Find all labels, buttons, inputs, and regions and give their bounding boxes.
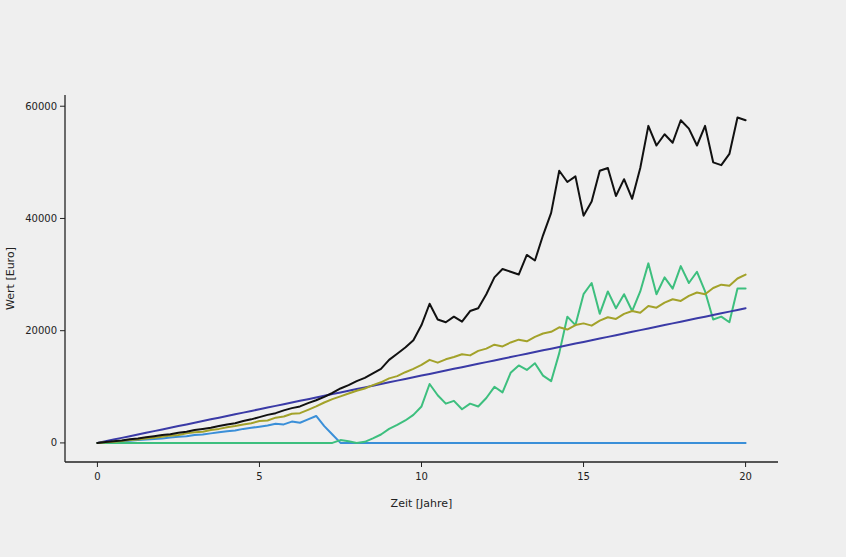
x-axis-title: Zeit [Jahre] (391, 497, 453, 510)
y-tick-label: 20000 (25, 325, 57, 336)
y-axis (64, 95, 65, 462)
y-tick-label: 40000 (25, 213, 57, 224)
y-tick (60, 106, 65, 107)
x-tick-label: 10 (415, 471, 428, 482)
series-line (97, 117, 745, 442)
y-axis-title: Wert [Euro] (4, 247, 17, 310)
series-line (97, 263, 745, 443)
x-tick (97, 462, 98, 467)
x-tick (421, 462, 422, 467)
chart: 0 5 10 15 20 0 20000 40000 60000 Zeit [Jahre] Wert… (0, 0, 846, 557)
y-tick-label: 0 (51, 437, 57, 448)
x-tick-label: 0 (94, 471, 100, 482)
background (0, 0, 846, 557)
series-line (97, 308, 745, 443)
x-tick-label: 5 (256, 471, 262, 482)
y-tick (60, 442, 65, 443)
x-tick-label: 20 (739, 471, 752, 482)
x-tick (745, 462, 746, 467)
series-line (97, 275, 745, 443)
y-tick (60, 330, 65, 331)
x-tick (259, 462, 260, 467)
x-tick (583, 462, 584, 467)
y-tick-label: 60000 (25, 101, 57, 112)
x-tick-label: 15 (577, 471, 590, 482)
y-tick (60, 218, 65, 219)
plot-area (97, 117, 745, 442)
